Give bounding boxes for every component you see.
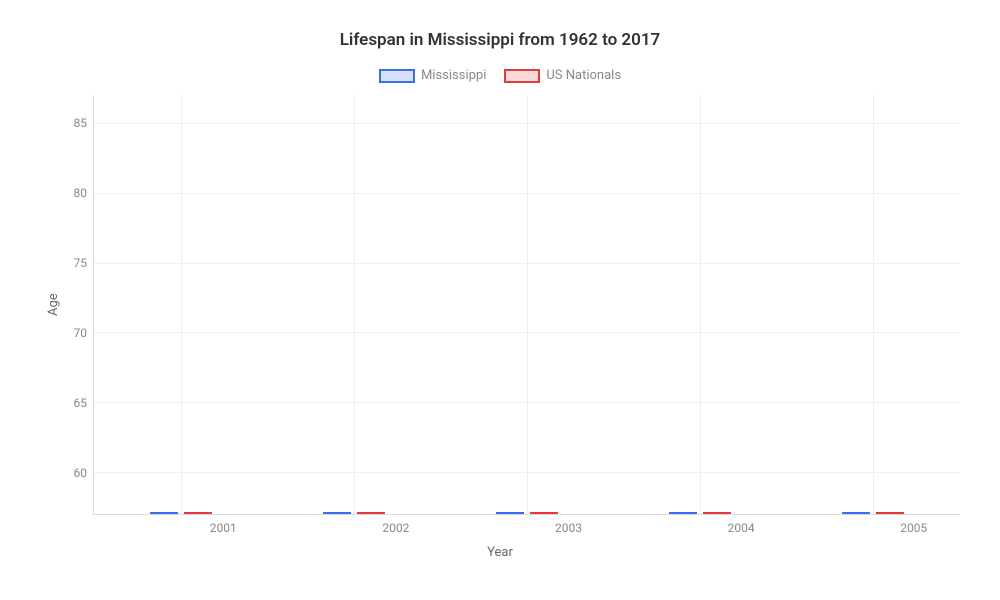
y-tick-label: 65 xyxy=(74,396,88,410)
x-axis-label: Year xyxy=(40,545,960,560)
legend: Mississippi US Nationals xyxy=(40,68,960,83)
bar xyxy=(530,512,558,514)
y-tick-label: 60 xyxy=(74,466,88,480)
legend-label: US Nationals xyxy=(546,68,621,83)
v-gridline xyxy=(181,95,182,514)
legend-item: Mississippi xyxy=(379,68,486,83)
legend-item: US Nationals xyxy=(504,68,621,83)
bar xyxy=(703,512,731,514)
plot xyxy=(93,95,960,515)
y-tick-label: 75 xyxy=(74,256,88,270)
bar xyxy=(496,512,524,514)
bar xyxy=(357,512,385,514)
bar xyxy=(184,512,212,514)
x-tick-label: 2005 xyxy=(900,521,927,535)
y-tick-label: 70 xyxy=(74,326,88,340)
x-tick-label: 2002 xyxy=(382,521,409,535)
y-tick-label: 80 xyxy=(74,186,88,200)
v-gridline xyxy=(527,95,528,514)
y-axis-ticks: 60 65 70 75 80 85 xyxy=(61,95,93,515)
v-gridline xyxy=(873,95,874,514)
chart-title: Lifespan in Mississippi from 1962 to 201… xyxy=(40,30,960,50)
bar xyxy=(842,512,870,514)
legend-label: Mississippi xyxy=(421,68,486,83)
x-tick-label: 2004 xyxy=(728,521,755,535)
bar xyxy=(150,512,178,514)
v-gridline xyxy=(700,95,701,514)
plot-area: Age 60 65 70 75 80 85 xyxy=(40,95,960,515)
y-tick-label: 85 xyxy=(74,116,88,130)
v-gridline xyxy=(354,95,355,514)
bar xyxy=(323,512,351,514)
x-tick-label: 2001 xyxy=(210,521,237,535)
lifespan-chart: Lifespan in Mississippi from 1962 to 201… xyxy=(0,0,1000,600)
legend-swatch xyxy=(504,69,540,83)
bar xyxy=(669,512,697,514)
legend-swatch xyxy=(379,69,415,83)
y-axis-label: Age xyxy=(40,95,61,515)
x-axis-ticks: 2001 2002 2003 2004 2005 xyxy=(137,515,1000,543)
x-tick-label: 2003 xyxy=(555,521,582,535)
bar xyxy=(876,512,904,514)
